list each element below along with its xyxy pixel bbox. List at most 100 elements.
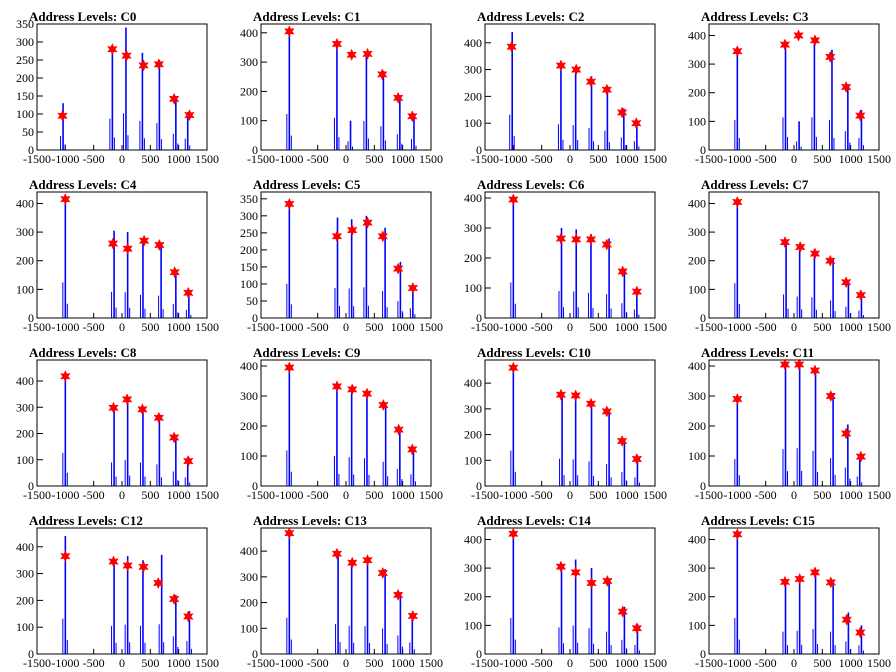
peak-marker-star-icon [60,193,71,206]
histogram-peak [621,439,627,486]
y-tick-label: 200 [240,596,258,610]
y-tick-label: 400 [688,196,706,210]
peak-marker-star-icon [855,109,866,122]
x-tick-label: 500 [365,320,383,334]
histogram-peak [572,66,579,150]
histogram-peak [411,113,417,150]
histogram-peak [111,407,117,486]
peak-marker-star-icon [346,556,358,569]
chart-panel: Address Levels: C13 0 100 200 300 400 -1500 -10… [240,513,443,670]
x-tick-label: 500 [365,152,383,166]
histogram-peak [111,560,117,654]
peak-marker-star-icon [793,358,805,371]
y-tick-label: 200 [240,84,258,98]
histogram-peak [621,268,627,318]
x-tick-label: 0 [119,152,125,166]
peak-marker-star-icon [362,216,373,229]
histogram-peak [62,199,68,318]
peak-marker-star-icon [376,68,388,81]
y-tick-label: 400 [464,532,482,546]
y-tick-label: 250 [16,53,34,67]
peak-marker-star-icon [570,233,582,246]
x-tick-label: -1500 [471,488,499,502]
histogram-peak [606,412,612,486]
histogram-peak [396,429,403,486]
peak-marker-star-icon [346,224,358,237]
y-tick-label: 200 [16,427,34,441]
x-tick-label: 1500 [195,152,219,166]
chart-panel: Address Levels: C10 0 100 200 300 400 -1500 -10… [464,345,667,502]
x-tick-label: -500 [307,320,329,334]
chart-title: Address Levels: C8 [29,345,137,360]
x-tick-label: -500 [307,488,329,502]
x-tick-label: -500 [83,488,105,502]
x-tick-label: -1000 [275,656,303,670]
y-tick-label: 300 [688,561,706,575]
peak-marker-star-icon [631,452,643,466]
y-tick-label: 300 [464,402,482,416]
x-tick-label: 0 [791,488,797,502]
y-tick-label: 0 [700,647,706,661]
histogram-peak [397,592,403,654]
x-tick-label: 1500 [867,488,891,502]
histogram-peak [606,238,612,318]
peak-marker-star-icon [377,230,389,243]
peak-marker-star-icon [346,48,357,61]
chart-panel: Address Levels: C15 0 100 200 300 400 -1500 -10… [688,513,891,670]
x-tick-label: 500 [141,152,159,166]
peak-marker-star-icon [107,237,119,250]
chart-panel: Address Levels: C0 0 50 100 150 200 250 300 350 -… [16,9,219,166]
peak-marker-star-icon [168,431,180,444]
y-tick-label: 150 [16,89,34,103]
y-tick-label: 100 [16,107,34,121]
x-tick-label: -1500 [247,656,275,670]
histogram-peak [363,53,369,150]
peak-marker-star-icon [508,527,519,540]
histogram-peak [828,49,835,150]
peak-marker-star-icon [616,106,628,119]
peak-marker-star-icon [602,574,613,588]
x-tick-label: 0 [119,320,125,334]
chart-title: Address Levels: C13 [253,513,367,528]
peak-marker-star-icon [601,405,613,418]
histogram-peak [606,579,612,654]
x-tick-label: 500 [813,152,831,166]
chart-title: Address Levels: C7 [701,177,809,192]
x-tick-label: 1000 [615,656,639,670]
y-tick-label: 200 [16,71,34,85]
peak-marker-star-icon [508,361,519,374]
y-tick-label: 200 [688,86,706,100]
histogram-peak [380,70,386,150]
peak-marker-star-icon [138,234,150,247]
y-tick-label: 0 [700,143,706,157]
histogram-peak [811,41,817,150]
y-tick-label: 400 [464,376,482,390]
x-tick-label: 0 [567,488,573,502]
x-tick-label: 500 [141,320,159,334]
x-tick-label: -1500 [695,320,723,334]
histogram-peak [588,403,595,486]
peak-marker-star-icon [57,109,68,122]
x-tick-label: 1000 [839,656,863,670]
peak-marker-star-icon [570,63,582,76]
chart-title: Address Levels: C10 [477,345,591,360]
y-tick-label: 300 [688,225,706,239]
chart-title: Address Levels: C6 [477,177,585,192]
y-tick-label: 200 [688,590,706,604]
chart-title: Address Levels: C4 [29,177,137,192]
y-tick-label: 100 [464,453,482,467]
x-tick-label: 1000 [167,320,191,334]
chart-title: Address Levels: C3 [701,9,809,24]
histogram-peak [335,553,341,654]
peak-marker-star-icon [601,83,613,96]
x-tick-label: 0 [791,656,797,670]
y-tick-label: 300 [16,35,34,49]
peak-marker-star-icon [779,575,791,588]
chart-title: Address Levels: C1 [253,9,360,24]
peak-marker-star-icon [407,609,419,623]
histogram-peak [734,49,740,150]
peak-marker-star-icon [407,110,418,123]
x-tick-label: 0 [343,656,349,670]
peak-marker-star-icon [732,45,743,58]
peak-marker-star-icon [794,572,805,586]
